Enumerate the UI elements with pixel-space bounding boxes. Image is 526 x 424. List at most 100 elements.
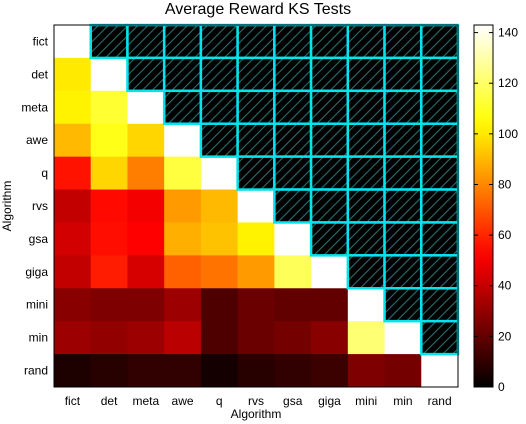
cell-rand-gsa bbox=[274, 354, 312, 388]
cell-hatched-awe-rand bbox=[420, 122, 460, 158]
y-tick-label-awe: awe bbox=[26, 133, 48, 147]
x-tick-label-mini: mini bbox=[355, 394, 377, 408]
colorbar-tick-label-80: 80 bbox=[498, 177, 512, 191]
cell-hatched-det-meta bbox=[126, 56, 166, 93]
cell-diagonal-gsa bbox=[274, 222, 312, 256]
cell-diagonal-awe bbox=[164, 123, 202, 158]
cell-hatched-gsa-min bbox=[383, 221, 423, 257]
colorbar-tick-label-120: 120 bbox=[498, 76, 518, 90]
cell-rvs-awe bbox=[164, 189, 202, 223]
cell-hatched-fict-giga bbox=[309, 23, 350, 60]
y-tick-label-q: q bbox=[41, 166, 48, 180]
cell-mini-meta bbox=[127, 288, 165, 322]
cell-hatched-gsa-mini bbox=[346, 221, 386, 257]
cell-min-mini bbox=[347, 321, 386, 355]
y-tick-label-rand: rand bbox=[24, 364, 48, 378]
cell-hatched-giga-mini bbox=[346, 254, 386, 290]
cell-rvs-meta bbox=[127, 189, 165, 223]
cell-min-giga bbox=[311, 321, 349, 355]
cell-hatched-awe-q bbox=[199, 122, 239, 158]
x-tick-label-rand: rand bbox=[428, 394, 452, 408]
cell-hatched-meta-q bbox=[199, 89, 239, 125]
cell-gsa-det bbox=[90, 222, 128, 256]
y-tick-label-min: min bbox=[29, 331, 48, 345]
chart-title: Average Reward KS Tests bbox=[165, 1, 351, 18]
cell-mini-awe bbox=[164, 288, 202, 322]
y-tick-label-mini: mini bbox=[26, 298, 48, 312]
cell-hatched-giga-min bbox=[383, 254, 423, 290]
cell-hatched-fict-rvs bbox=[236, 23, 276, 60]
cell-diagonal-rand bbox=[421, 354, 459, 388]
cell-rvs-det bbox=[90, 189, 128, 223]
cell-hatched-rvs-min bbox=[383, 188, 423, 224]
cell-gsa-rvs bbox=[237, 222, 275, 256]
cell-hatched-rvs-giga bbox=[309, 188, 350, 224]
cell-giga-gsa bbox=[274, 255, 312, 289]
cell-hatched-gsa-rand bbox=[420, 221, 460, 257]
cell-hatched-meta-min bbox=[383, 89, 423, 125]
cell-q-awe bbox=[164, 156, 202, 191]
cell-hatched-mini-rand bbox=[420, 287, 460, 323]
cell-q-det bbox=[90, 156, 128, 191]
cell-hatched-q-mini bbox=[346, 155, 386, 191]
cell-hatched-q-rvs bbox=[236, 155, 276, 191]
cell-diagonal-q bbox=[200, 156, 239, 191]
cell-hatched-awe-mini bbox=[346, 122, 386, 158]
cell-rand-min bbox=[384, 354, 422, 388]
y-tick-label-det: det bbox=[31, 67, 48, 81]
cell-min-rvs bbox=[237, 321, 275, 355]
cell-giga-q bbox=[200, 255, 239, 289]
cell-hatched-rvs-rand bbox=[420, 188, 460, 224]
colorbar-tick-label-100: 100 bbox=[498, 127, 518, 141]
cell-rand-mini bbox=[347, 354, 386, 388]
cell-hatched-det-mini bbox=[346, 56, 386, 93]
cell-hatched-meta-rvs bbox=[236, 89, 276, 125]
cell-min-det bbox=[90, 321, 128, 355]
cell-hatched-det-rvs bbox=[236, 56, 276, 93]
cell-hatched-q-gsa bbox=[273, 155, 313, 191]
y-tick-label-meta: meta bbox=[21, 100, 48, 114]
cell-hatched-det-awe bbox=[162, 56, 203, 93]
colorbar-tick-label-40: 40 bbox=[498, 279, 512, 293]
cell-hatched-meta-rand bbox=[420, 89, 460, 125]
cell-giga-meta bbox=[127, 255, 165, 289]
cell-hatched-min-rand bbox=[420, 319, 460, 356]
cell-hatched-det-giga bbox=[309, 56, 350, 93]
y-tick-label-fict: fict bbox=[33, 34, 49, 48]
x-tick-label-q: q bbox=[216, 394, 223, 408]
cell-mini-rvs bbox=[237, 288, 275, 322]
colorbar-tick-label-20: 20 bbox=[498, 329, 512, 343]
cell-det-fict bbox=[54, 57, 92, 92]
cell-awe-meta bbox=[127, 123, 165, 158]
x-tick-label-gsa: gsa bbox=[283, 394, 303, 408]
cell-hatched-meta-awe bbox=[162, 89, 203, 125]
colorbar bbox=[473, 24, 494, 388]
colorbar-tick-label-60: 60 bbox=[498, 228, 512, 242]
cell-min-q bbox=[200, 321, 239, 355]
cell-hatched-fict-meta bbox=[126, 23, 166, 60]
cell-diagonal-det bbox=[90, 57, 128, 92]
colorbar-ticks: 0 20 40 60 80 100 120 140 bbox=[474, 26, 518, 394]
cell-hatched-awe-rvs bbox=[236, 122, 276, 158]
cell-rand-q bbox=[200, 354, 239, 388]
cell-diagonal-min bbox=[384, 321, 422, 355]
cell-hatched-det-rand bbox=[420, 56, 460, 93]
x-tick-labels: fict det meta awe q rvs gsa giga mini min rand bbox=[65, 394, 452, 408]
cell-hatched-fict-mini bbox=[346, 23, 386, 60]
cell-hatched-rvs-mini bbox=[346, 188, 386, 224]
cell-hatched-q-rand bbox=[420, 155, 460, 191]
cell-awe-fict bbox=[54, 123, 92, 158]
cell-diagonal-mini bbox=[347, 288, 386, 322]
cell-diagonal-fict bbox=[54, 25, 92, 59]
cell-hatched-fict-gsa bbox=[273, 23, 313, 60]
cell-min-fict bbox=[54, 321, 92, 355]
cell-mini-fict bbox=[54, 288, 92, 322]
x-axis-label: Algorithm bbox=[231, 407, 282, 421]
colorbar-tick-label-140: 140 bbox=[498, 26, 518, 40]
cell-giga-awe bbox=[164, 255, 202, 289]
x-tick-label-meta: meta bbox=[132, 394, 159, 408]
cell-gsa-fict bbox=[54, 222, 92, 256]
cell-hatched-det-min bbox=[383, 56, 423, 93]
cell-min-awe bbox=[164, 321, 202, 355]
